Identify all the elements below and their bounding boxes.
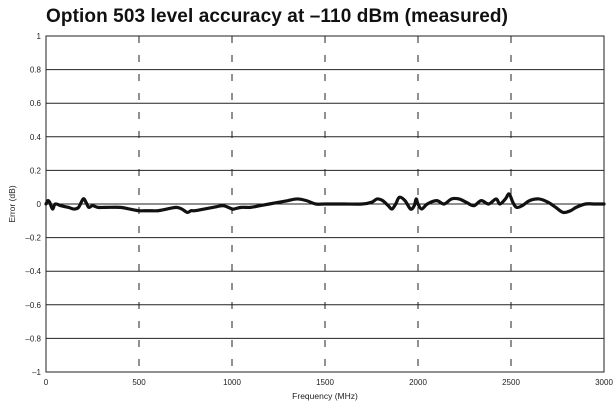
x-tick-label: 500 xyxy=(132,378,146,387)
x-tick-label: 1000 xyxy=(223,378,241,387)
x-axis-ticks: 0 500 1000 1500 2000 2500 3000 xyxy=(44,378,614,387)
chart-title: Option 503 level accuracy at –110 dBm (m… xyxy=(46,6,509,27)
series-line xyxy=(44,192,606,215)
y-tick-label: 0.6 xyxy=(30,99,42,108)
y-tick-label: –0.6 xyxy=(25,301,41,310)
y-axis-ticks: 1 0.8 0.6 0.4 0.2 0 –0.2 –0.4 –0.6 –0.8 –1 xyxy=(25,32,41,377)
y-tick-label: 0.2 xyxy=(30,166,42,175)
x-tick-label: 2000 xyxy=(409,378,427,387)
x-axis-label: Frequency (MHz) xyxy=(292,391,358,401)
y-tick-label: 0 xyxy=(37,200,42,209)
x-tick-label: 0 xyxy=(44,378,49,387)
y-tick-label: –1 xyxy=(32,368,41,377)
y-tick-label: –0.2 xyxy=(25,234,41,243)
y-tick-label: –0.8 xyxy=(25,334,41,343)
y-tick-label: 1 xyxy=(37,32,42,41)
y-tick-label: 0.4 xyxy=(30,133,42,142)
x-tick-label: 2500 xyxy=(502,378,520,387)
y-tick-label: –0.4 xyxy=(25,267,41,276)
x-tick-label: 3000 xyxy=(595,378,613,387)
x-tick-label: 1500 xyxy=(316,378,334,387)
y-tick-label: 0.8 xyxy=(30,66,42,75)
y-axis-label: Error (dB) xyxy=(7,185,17,222)
